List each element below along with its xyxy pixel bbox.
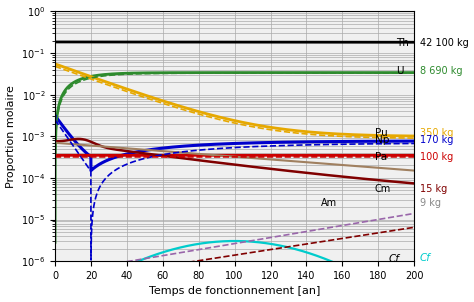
Text: Cf: Cf [389, 255, 400, 265]
Text: Np: Np [374, 135, 389, 145]
X-axis label: Temps de fonctionnement [an]: Temps de fonctionnement [an] [149, 286, 320, 297]
Text: Pu: Pu [374, 128, 387, 138]
Text: 100 kg: 100 kg [419, 152, 453, 162]
Text: Am: Am [321, 198, 337, 208]
Text: 8 690 kg: 8 690 kg [419, 66, 462, 76]
Text: 170 kg: 170 kg [419, 135, 453, 145]
Text: Cf: Cf [419, 253, 430, 263]
Text: Cm: Cm [374, 184, 391, 194]
Text: Pa: Pa [374, 152, 387, 162]
Text: 15 kg: 15 kg [419, 184, 447, 194]
Y-axis label: Proportion molaire: Proportion molaire [6, 85, 16, 188]
Text: Th: Th [396, 38, 409, 49]
Text: 42 100 kg: 42 100 kg [419, 38, 468, 49]
Text: 350 kg: 350 kg [419, 128, 453, 138]
Text: 9 kg: 9 kg [419, 198, 440, 208]
Text: U: U [396, 66, 404, 76]
